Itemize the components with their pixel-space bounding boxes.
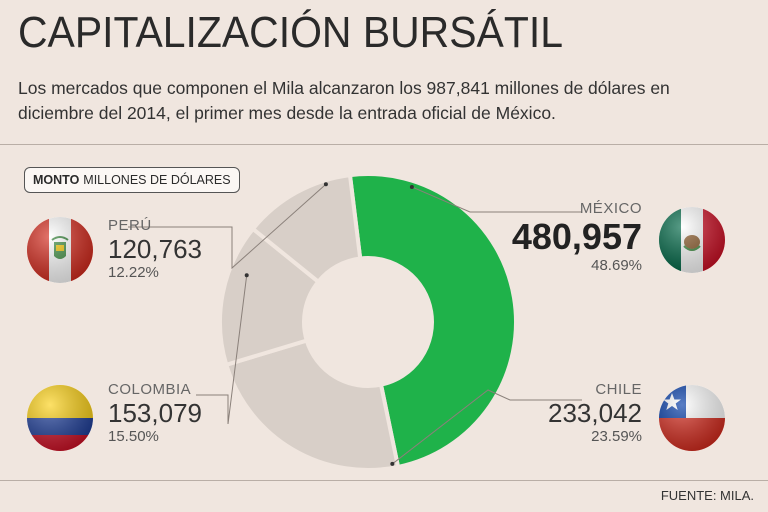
chart-title: CAPITALIZACIÓN BURSÁTIL: [18, 8, 563, 57]
slice-mexico: [347, 172, 518, 470]
mexico-flag-icon: [659, 207, 725, 273]
peru-flag-icon: [27, 217, 93, 283]
label-chile-value: 233,042: [548, 398, 642, 428]
colombia-flag-icon: [27, 385, 93, 451]
label-chile: CHILE 233,042 23.59%: [548, 381, 642, 445]
leader-peru-dot: [323, 182, 328, 187]
bottom-divider: [0, 480, 768, 481]
label-chile-percent: 23.59%: [591, 428, 642, 445]
chart-subtitle: Los mercados que componen el Mila alcanz…: [18, 78, 670, 123]
slice-chile: [223, 338, 401, 472]
top-divider: [0, 144, 768, 145]
unit-badge-bold: MONTO: [33, 173, 80, 187]
slice-peru: [250, 172, 363, 285]
label-colombia-value: 153,079: [108, 398, 202, 428]
source-note: FUENTE: MILA.: [660, 488, 754, 503]
label-mexico-name: MÉXICO: [579, 200, 642, 217]
label-colombia-percent: 15.50%: [108, 428, 159, 445]
chile-flag-icon: [659, 385, 725, 451]
leader-mexico-dot: [409, 184, 414, 189]
leader-peru: [128, 183, 327, 270]
label-peru: PERÚ 120,763 12.22%: [108, 217, 202, 281]
label-chile-name: CHILE: [595, 381, 642, 398]
label-mexico-value: 480,957: [511, 216, 642, 257]
leader-colombia-dot: [244, 273, 249, 278]
leader-chile: [392, 389, 582, 465]
leader-chile-dot: [390, 461, 395, 466]
label-colombia: COLOMBIA 153,079 15.50%: [108, 381, 202, 445]
unit-badge-text: MILLONES DE DÓLARES: [83, 173, 231, 187]
label-peru-percent: 12.22%: [108, 264, 159, 281]
unit-badge: MONTO MILLONES DE DÓLARES: [24, 167, 240, 193]
leader-mexico: [411, 186, 582, 213]
label-colombia-name: COLOMBIA: [108, 381, 192, 398]
label-mexico-percent: 48.69%: [591, 257, 642, 274]
label-peru-name: PERÚ: [108, 217, 152, 234]
leader-colombia: [196, 275, 248, 425]
label-mexico: MÉXICO 480,957 48.69%: [512, 200, 642, 274]
label-peru-value: 120,763: [108, 234, 202, 264]
